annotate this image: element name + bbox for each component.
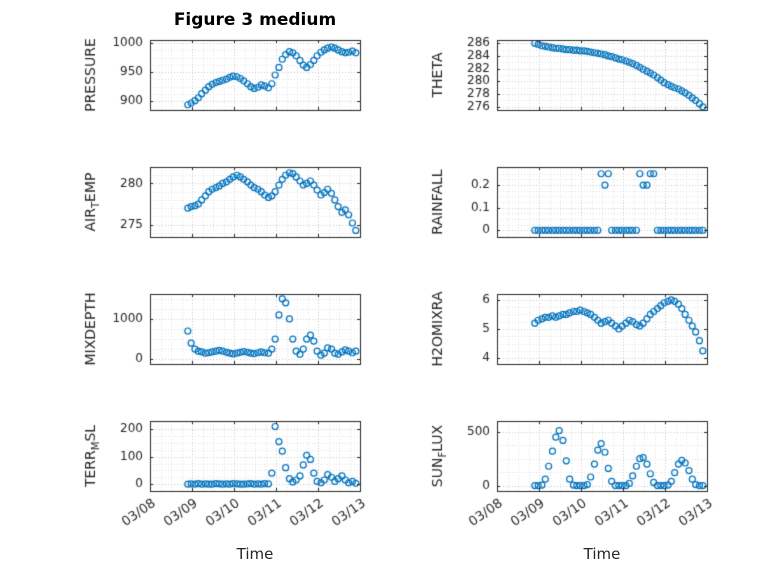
subplot-air-temp — [65, 155, 375, 255]
subplot-pressure — [65, 28, 375, 128]
subplot-h2omixra — [412, 282, 722, 382]
subplot-theta — [412, 28, 722, 128]
subplot-sun-flux — [412, 409, 722, 583]
xlabel-time-right: Time — [583, 545, 621, 563]
subplot-terr-msl — [65, 409, 375, 583]
xlabel-time-left: Time — [236, 545, 274, 563]
subplot-mixdepth — [65, 282, 375, 382]
subplot-rainfall — [412, 155, 722, 255]
figure-title: Figure 3 medium — [173, 10, 337, 30]
